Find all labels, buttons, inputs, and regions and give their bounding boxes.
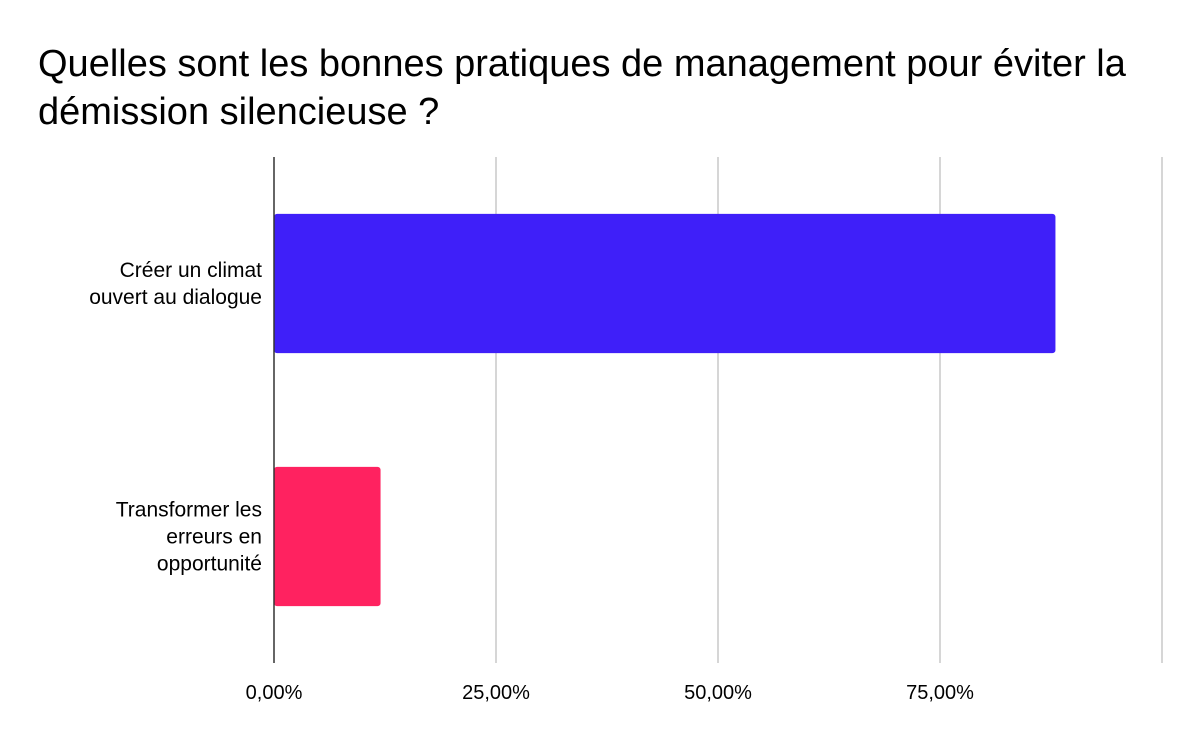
- chart-title: Quelles sont les bonnes pratiques de man…: [38, 43, 1137, 133]
- category-label-1: Transformer les erreurs en opportunité: [116, 499, 262, 576]
- x-tick-label-1: 25,00%: [462, 682, 530, 704]
- x-tick-label-3: 75,00%: [906, 682, 974, 704]
- bar-0: [274, 213, 1056, 354]
- category-label-0: Créer un climat ouvert au dialogue: [89, 259, 262, 309]
- x-tick-label-0: 0,00%: [246, 682, 303, 704]
- x-tick-label-2: 50,00%: [684, 682, 752, 704]
- bar-1: [274, 466, 381, 607]
